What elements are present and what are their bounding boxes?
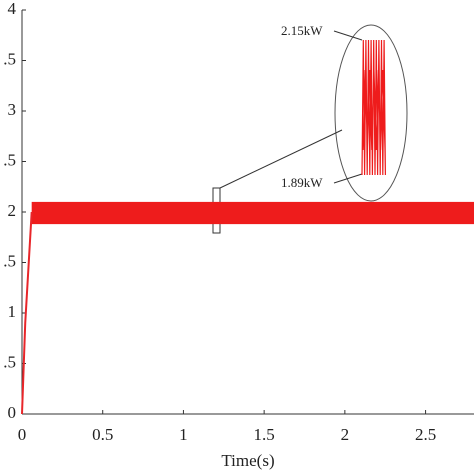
annotation: 2.15kW bbox=[281, 23, 323, 38]
x-tick-label: 2 bbox=[341, 425, 350, 444]
y-tick-label: .5 bbox=[3, 251, 16, 270]
zoom-signal bbox=[361, 39, 386, 176]
y-tick-label: .5 bbox=[3, 352, 16, 371]
y-tick-label: .5 bbox=[3, 150, 16, 169]
zoom-connector bbox=[219, 129, 343, 189]
x-tick-label: 0 bbox=[18, 425, 27, 444]
x-tick-label: 0.5 bbox=[92, 425, 113, 444]
annotation-arrow bbox=[333, 173, 363, 184]
annotation: 1.89kW bbox=[281, 175, 323, 190]
power-band bbox=[31, 201, 474, 225]
y-tick-label: 4 bbox=[8, 0, 17, 18]
power-line bbox=[21, 211, 33, 415]
x-tick-label: 2.5 bbox=[415, 425, 436, 444]
y-tick-label: 3 bbox=[8, 100, 17, 119]
x-tick-label: 1 bbox=[179, 425, 188, 444]
zoom-ellipse bbox=[334, 24, 408, 202]
annotation-arrow bbox=[333, 30, 363, 41]
y-tick-label: 2 bbox=[8, 201, 17, 220]
x-tick-label: 1.5 bbox=[254, 425, 275, 444]
y-tick-label: 1 bbox=[8, 302, 17, 321]
y-tick-label: .5 bbox=[3, 49, 16, 68]
x-axis-label: Time(s) bbox=[221, 451, 274, 470]
y-tick-label: 0 bbox=[8, 403, 17, 422]
